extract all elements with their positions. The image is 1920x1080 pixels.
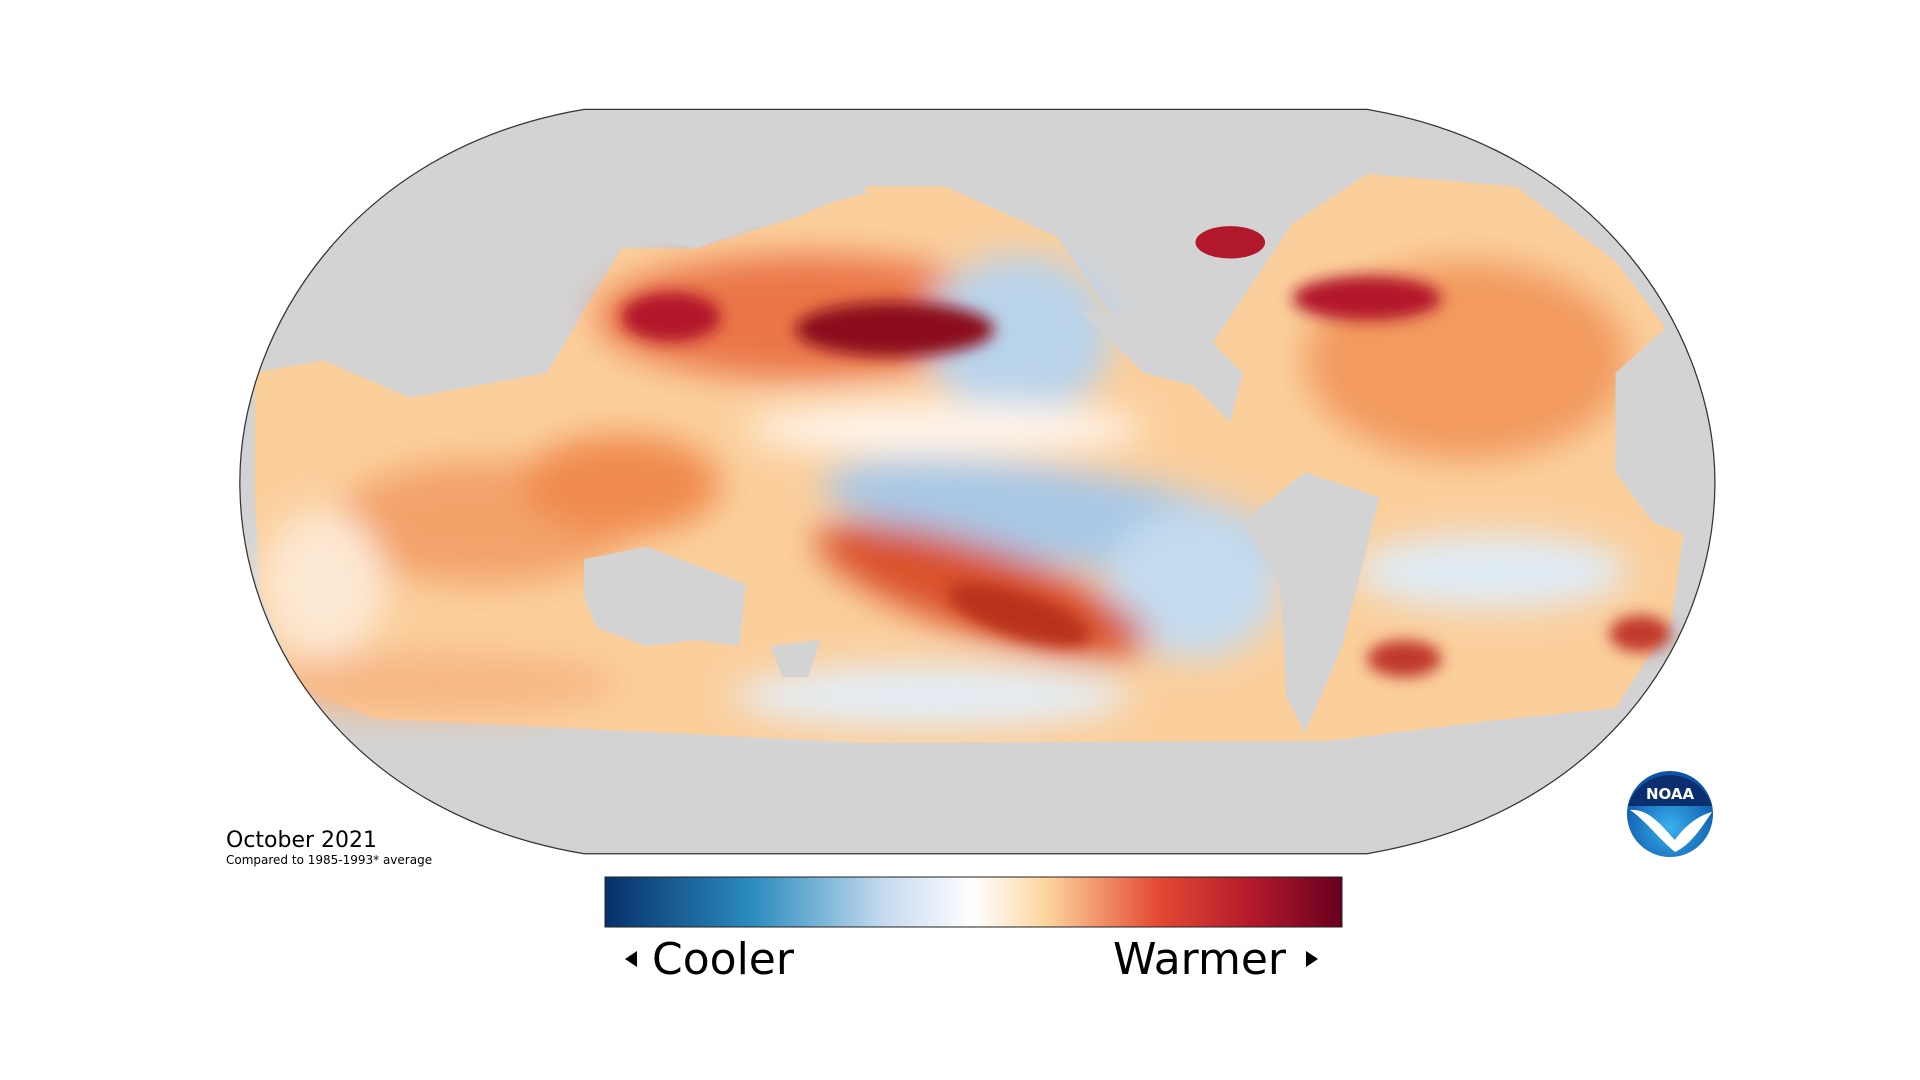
legend-low-label: Cooler: [652, 934, 795, 985]
right-arrow: [1306, 951, 1318, 967]
map-date: October 2021: [226, 828, 377, 853]
logo-bird: [1630, 809, 1712, 852]
logo-text: NOAA: [1646, 785, 1695, 803]
legend-high-label: Warmer: [1113, 934, 1287, 985]
anomaly-hotspots: [621, 275, 1672, 678]
left-arrow: [625, 951, 637, 967]
hudson-bay-anomaly: [1195, 226, 1266, 259]
land: [239, 149, 1715, 854]
map-caption: Compared to 1985-1993* average: [226, 853, 432, 867]
logo-top: [1628, 775, 1712, 806]
map-border: [239, 108, 1716, 855]
map: [239, 108, 1716, 855]
color-bar: [604, 876, 1343, 928]
color-legend: Cooler Warmer: [604, 876, 1343, 985]
noaa-logo: NOAA: [1625, 769, 1715, 859]
ocean-layer: [239, 149, 1715, 854]
